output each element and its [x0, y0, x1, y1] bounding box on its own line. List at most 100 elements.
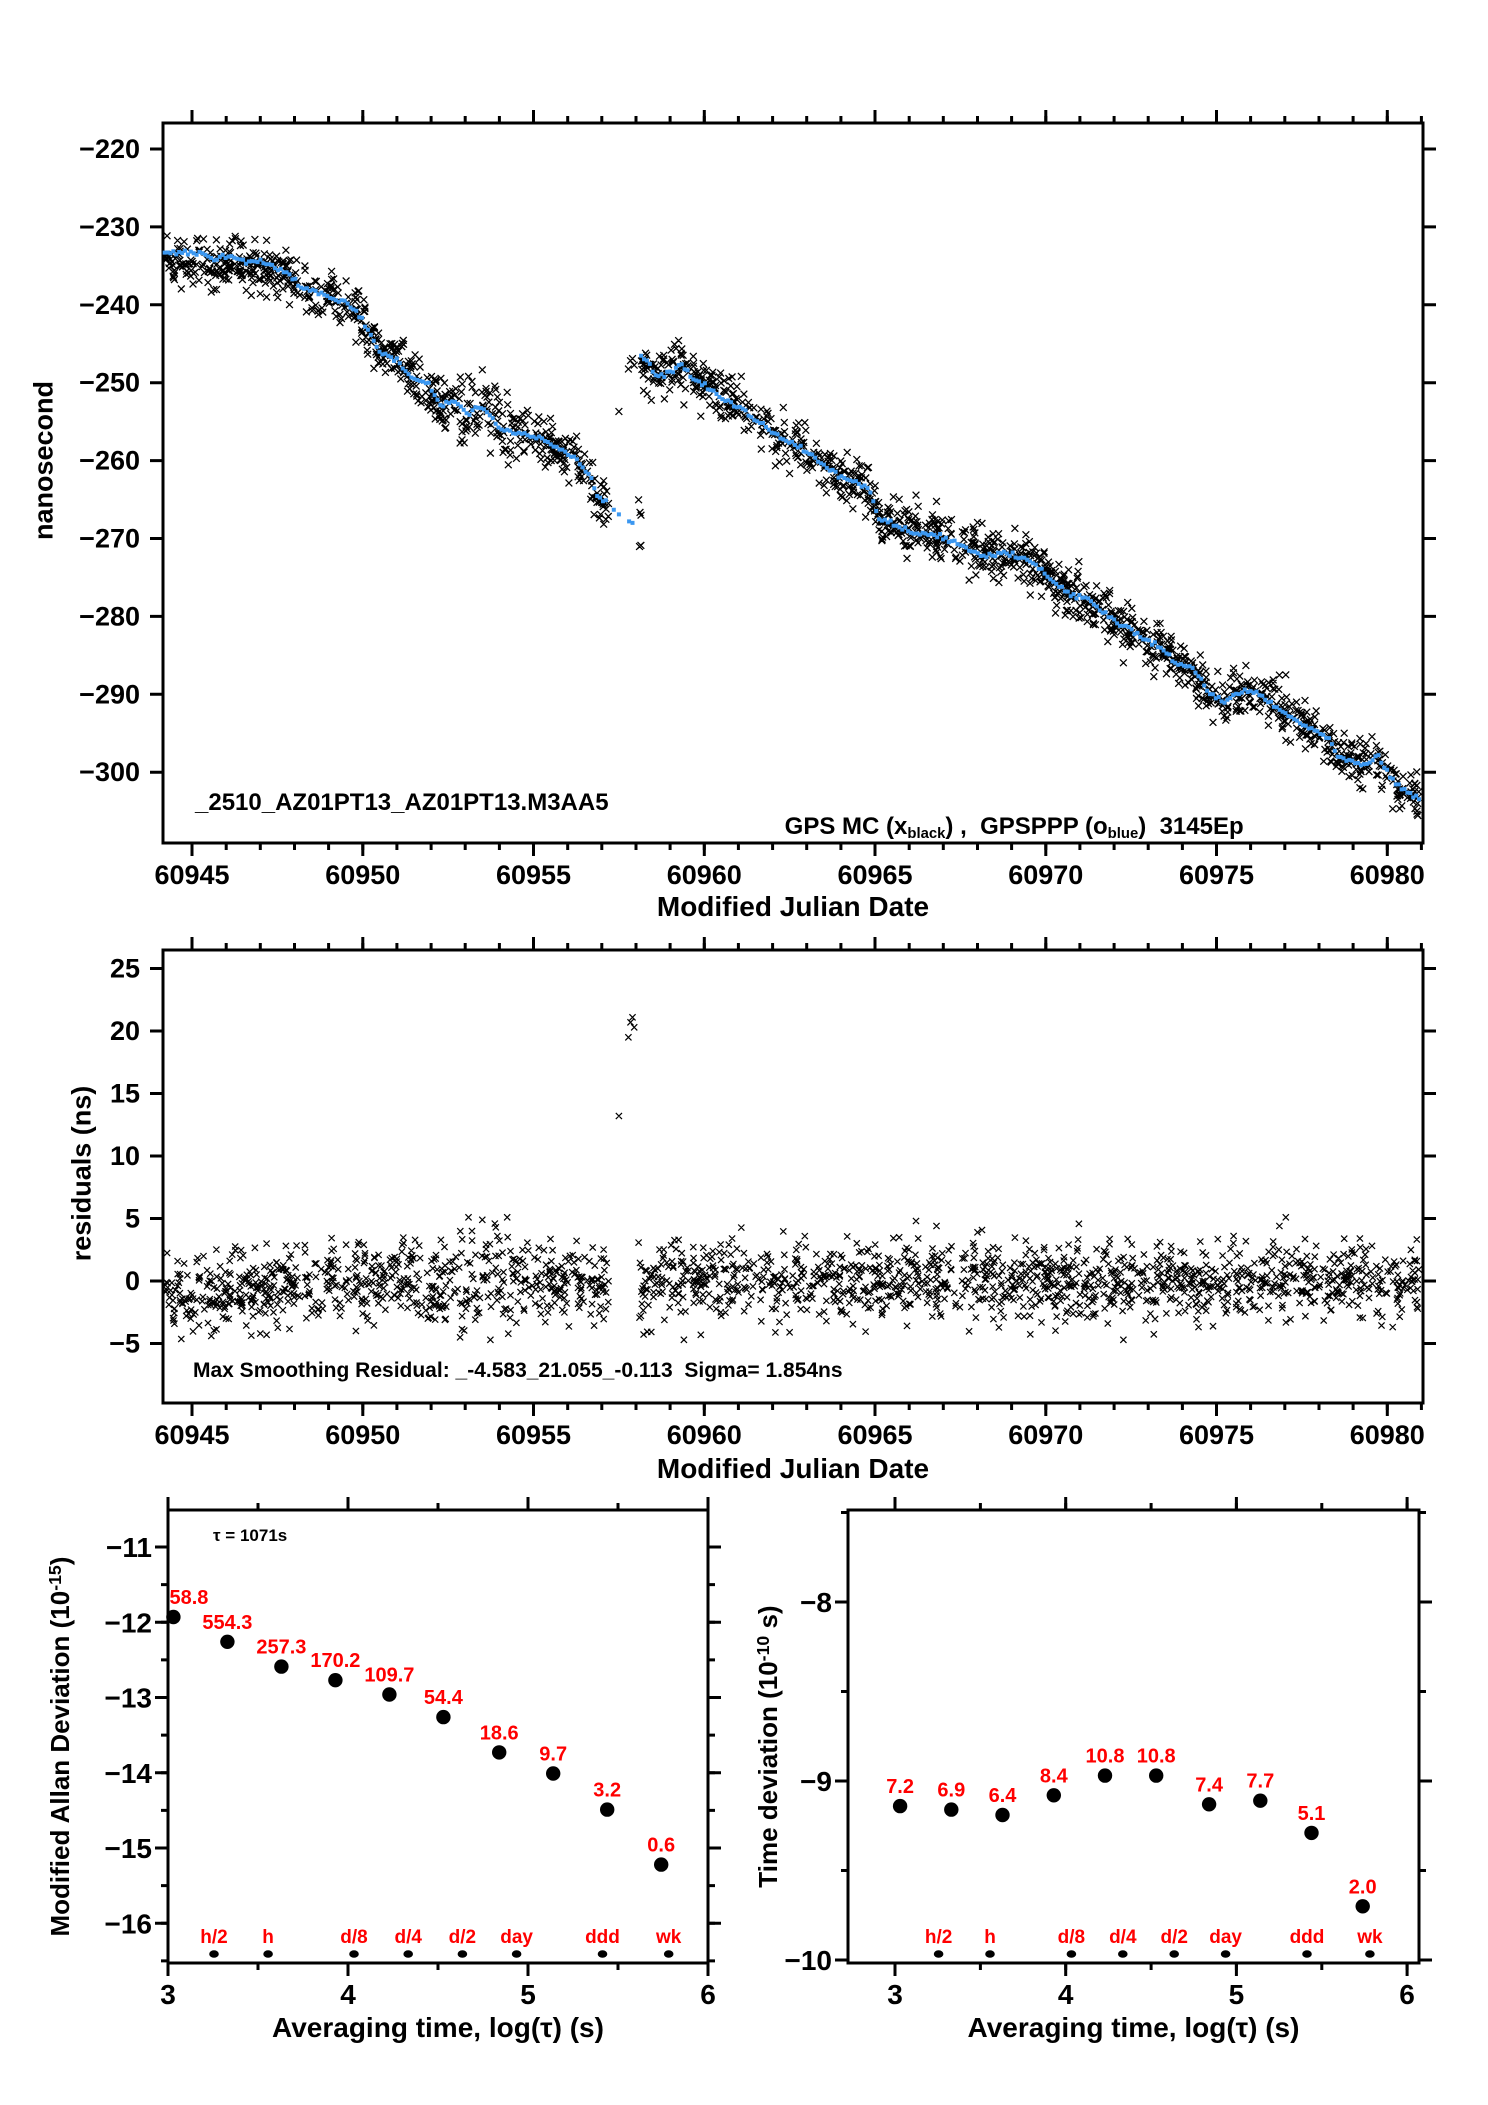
- tdev-panel-data-point: [1046, 1788, 1062, 1803]
- mdev-panel-time-mark-label: h/2: [200, 1927, 227, 1948]
- mdev-panel-data-point: [492, 1745, 507, 1760]
- mdev-panel-point-label: 257.3: [256, 1637, 306, 1659]
- residuals-x-axis-title: Modified Julian Date: [656, 1453, 930, 1484]
- tdev-panel-x-tick-label: 6: [1399, 1979, 1415, 2010]
- mdev-panel-y-tick-label: −13: [105, 1683, 153, 1714]
- top-x-tick-label: 60975: [1179, 860, 1254, 890]
- mdev-panel-data-point: [166, 1609, 181, 1625]
- residuals-y-tick-label: −5: [109, 1329, 140, 1359]
- tdev-panel-data-point: [892, 1798, 908, 1814]
- tdev-y-title-sup: -10: [753, 1635, 774, 1662]
- tdev-panel-point-label: 7.2: [886, 1776, 914, 1798]
- top-x-tick-label: 60955: [496, 860, 571, 890]
- residuals-x-tick-label: 60980: [1350, 1420, 1425, 1450]
- tdev-x-axis-title: Averaging time, log(τ) (s): [967, 2012, 1300, 2043]
- residuals-y-tick-label: 25: [110, 954, 140, 984]
- residuals-scatter-series: [161, 1013, 1423, 1344]
- mdev-panel-y-tick-label: −12: [105, 1607, 153, 1638]
- top-y-axis-title: nanosecond: [28, 380, 59, 541]
- mdev-panel-time-mark-label: d/2: [449, 1927, 476, 1948]
- mdev-panel-y-tick-label: −16: [105, 1908, 153, 1939]
- mdev-panel-point-label: 170.2: [310, 1650, 360, 1672]
- mdev-panel-data-point: [546, 1766, 561, 1781]
- tdev-panel-time-mark-dot: [1365, 1950, 1375, 1958]
- tdev-panel-data-point: [995, 1807, 1010, 1823]
- mdev-panel-x-tick-label: 5: [520, 1979, 536, 2010]
- top-panel-annotation-legend: GPS MC (xblack) , GPSPPP (oblue) 3145Ep: [758, 791, 1244, 866]
- residuals-x-tick-label: 60975: [1179, 1420, 1254, 1450]
- top-x-axis-title: Modified Julian Date: [656, 891, 930, 922]
- top-y-tick-label: −260: [79, 446, 140, 476]
- mdev-panel-time-mark-dot: [597, 1950, 608, 1958]
- tdev-panel-time-mark-label: wk: [1356, 1927, 1383, 1948]
- residuals-y-tick-label: 0: [125, 1266, 140, 1296]
- legend-sub-black: black: [907, 826, 946, 843]
- tdev-panel-time-mark-label: day: [1209, 1927, 1242, 1948]
- tdev-panel-y-tick-label: −9: [800, 1766, 832, 1797]
- tdev-panel-data-point: [1097, 1768, 1113, 1783]
- tdev-panel-point-label: 7.7: [1246, 1771, 1274, 1793]
- mdev-panel-time-mark-label: h: [262, 1927, 274, 1948]
- tdev-panel-data-point: [944, 1802, 959, 1817]
- tdev-panel-time-mark-label: h: [984, 1927, 996, 1948]
- mdev-y-title-sup: -15: [45, 1565, 66, 1591]
- mdev-panel-point-label: 109.7: [364, 1665, 414, 1687]
- tdev-panel-x-tick-label: 4: [1058, 1979, 1074, 2010]
- residuals-y-axis-title: residuals (ns): [66, 1085, 97, 1262]
- tdev-panel-time-mark-label: d/4: [1109, 1927, 1137, 1948]
- mdev-panel-time-mark-label: ddd: [585, 1927, 620, 1948]
- tdev-y-title-end: s): [753, 1605, 783, 1636]
- tdev-panel-time-mark-dot: [1066, 1950, 1077, 1958]
- top-y-tick-label: −280: [79, 601, 140, 631]
- tdev-panel-point-label: 6.9: [937, 1780, 965, 1802]
- residuals-x-tick-label: 60955: [496, 1420, 571, 1450]
- top-y-tick-label: −300: [79, 757, 140, 787]
- mdev-panel-time-mark-dot: [209, 1950, 219, 1958]
- residuals-annotation: Max Smoothing Residual: _-4.583_21.055_-…: [193, 1359, 843, 1382]
- top-x-tick-label: 60970: [1008, 860, 1083, 890]
- tdev-panel-point-label: 2.0: [1349, 1876, 1377, 1898]
- mdev-panel-point-label: 18.6: [480, 1722, 519, 1744]
- mdev-panel-point-label: 54.4: [424, 1687, 464, 1709]
- tdev-panel-point-label: 10.8: [1086, 1746, 1125, 1768]
- mdev-panel-x-tick-label: 3: [160, 1979, 176, 2010]
- tdev-y-axis-title: Time deviation (10-10 s): [729, 1461, 807, 2061]
- mdev-panel-y-tick-label: −14: [105, 1758, 153, 1789]
- top-y-tick-label: −230: [79, 212, 140, 242]
- top-y-tick-label: −290: [79, 679, 140, 709]
- residuals-panel-frame: [150, 937, 1436, 1416]
- mdev-panel-x-tick-label: 6: [700, 1979, 716, 2010]
- mdev-panel-time-mark-dot: [457, 1950, 468, 1958]
- tdev-panel-time-mark-dot: [1169, 1950, 1179, 1958]
- tdev-panel-x-tick-label: 5: [1229, 1979, 1245, 2010]
- mdev-panel-point-label: 58.8: [170, 1587, 209, 1609]
- tdev-panel-point-label: 10.8: [1137, 1746, 1176, 1768]
- mdev-panel-time-mark-dot: [663, 1950, 674, 1958]
- tdev-panel-point-label: 8.4: [1040, 1765, 1069, 1787]
- top-y-tick-label: −220: [79, 134, 140, 164]
- residuals-x-tick-label: 60950: [325, 1420, 400, 1450]
- mdev-y-title-end: ): [45, 1556, 75, 1566]
- tdev-panel-time-mark-dot: [1220, 1950, 1231, 1958]
- tdev-panel-time-mark-label: d/8: [1058, 1927, 1085, 1948]
- mdev-panel-point-label: 554.3: [202, 1612, 252, 1634]
- top-y-tick-label: −250: [79, 368, 140, 398]
- mdev-panel-data-point: [600, 1802, 615, 1817]
- residuals-y-tick-label: 20: [110, 1016, 140, 1046]
- mdev-panel-time-mark-dot: [349, 1950, 359, 1958]
- residuals-x-tick-label: 60945: [154, 1420, 229, 1450]
- top-x-tick-label: 60950: [325, 860, 400, 890]
- tdev-panel-point-label: 7.4: [1195, 1774, 1224, 1796]
- tau-annotation: τ = 1071s: [213, 1526, 288, 1545]
- tdev-panel-y-tick-label: −10: [785, 1945, 833, 1976]
- mdev-panel-time-mark-label: day: [500, 1927, 533, 1948]
- tdev-panel-point-label: 5.1: [1298, 1803, 1326, 1825]
- tdev-panel-frame: [835, 1497, 1432, 1976]
- mdev-panel-x-tick-label: 4: [340, 1979, 356, 2010]
- tdev-panel-time-mark-dot: [1118, 1950, 1128, 1958]
- top-panel-annotation-id: _2510_AZ01PT13_AZ01PT13.M3AA5: [195, 789, 609, 816]
- tdev-panel-data-point: [1149, 1768, 1164, 1783]
- legend-gpsmc: GPS MC (x: [784, 813, 908, 840]
- residuals-y-tick-label: 10: [110, 1141, 140, 1171]
